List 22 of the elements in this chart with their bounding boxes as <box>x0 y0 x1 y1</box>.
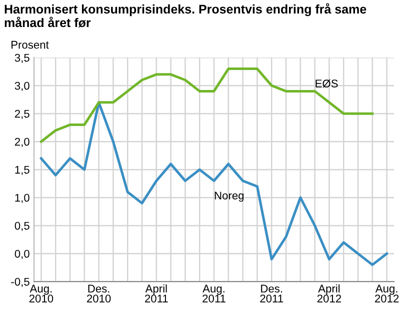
x-tick-label: April 2012 <box>317 284 341 302</box>
y-tick-label: 2,0 <box>14 138 30 148</box>
y-tick-label: 3,5 <box>14 54 30 64</box>
x-tick-label: April 2011 <box>145 284 168 302</box>
chart-title: Harmonisert konsumprisindeks. Prosentvis endring frå same månad året før <box>4 3 366 28</box>
y-axis-title: Prosent <box>12 40 49 49</box>
x-tick-label: Des. 2010 <box>87 284 111 302</box>
y-tick-label: 1,5 <box>15 166 30 176</box>
y-tick-label: 2,5 <box>14 110 30 120</box>
line-series <box>40 101 388 266</box>
y-tick-label: 1,0 <box>15 194 30 204</box>
x-tick-label: Aug. 2010 <box>29 284 54 302</box>
y-tick-label: 3,0 <box>14 82 30 92</box>
line-series <box>40 68 374 143</box>
x-tick-label: Aug. 2011 <box>202 284 226 302</box>
y-tick-label: -0,5 <box>11 278 30 288</box>
y-tick-label: 0,0 <box>14 250 30 260</box>
x-tick-label: Des. 2011 <box>260 284 284 302</box>
series-label: EØS <box>316 79 338 88</box>
series-label: Noreg <box>214 192 244 202</box>
x-tick-label: Aug. 2012 <box>375 284 399 302</box>
y-tick-label: 0,5 <box>14 222 30 232</box>
